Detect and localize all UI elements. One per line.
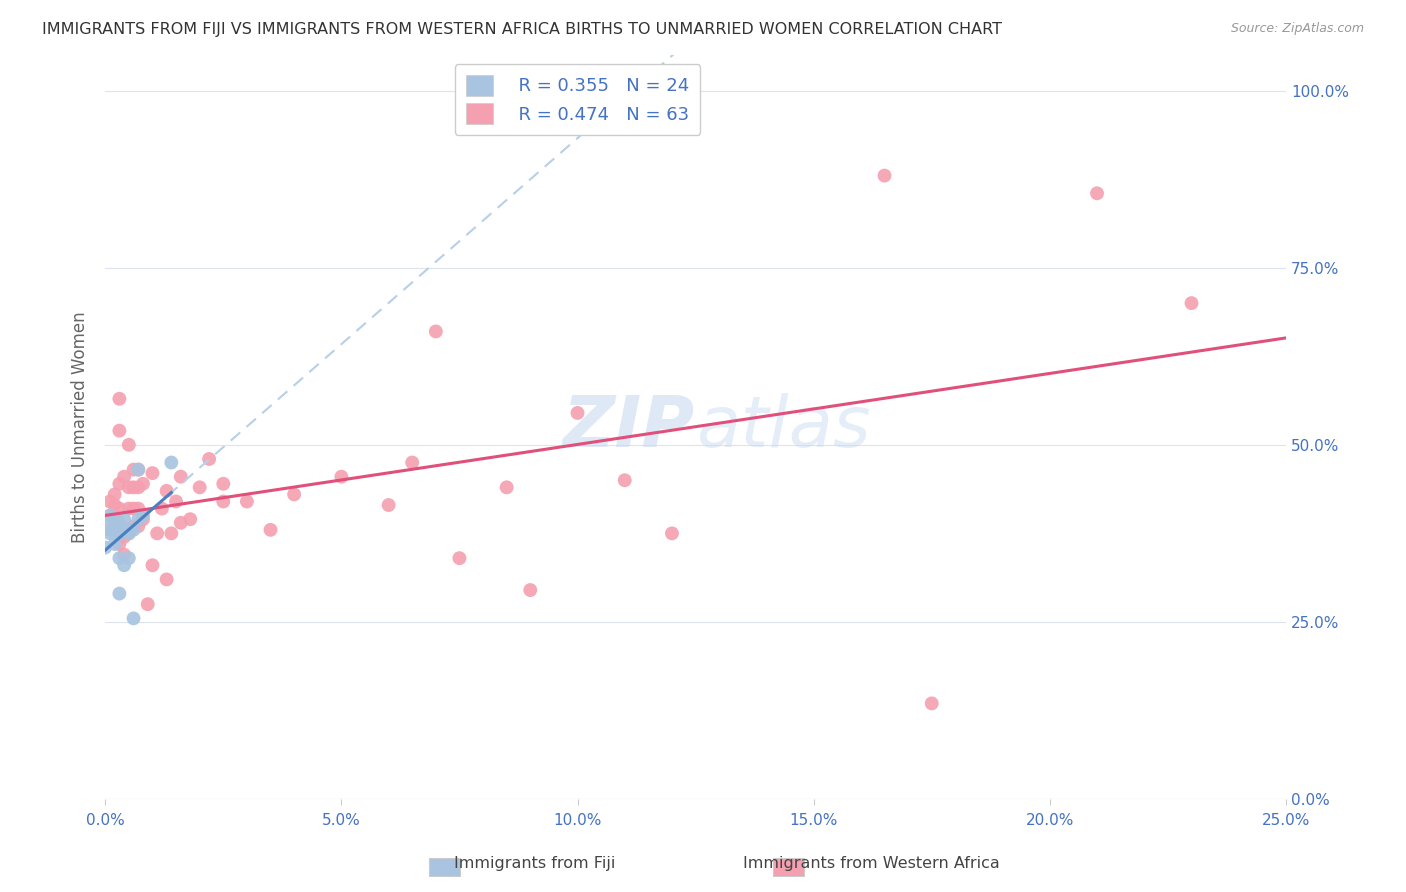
Point xyxy=(108,551,131,566)
Text: ZIP: ZIP xyxy=(564,392,696,461)
Point xyxy=(122,480,145,494)
Point xyxy=(212,476,235,491)
Point xyxy=(112,512,135,526)
Point xyxy=(108,526,131,541)
Point xyxy=(661,526,683,541)
Point xyxy=(118,551,141,566)
Point xyxy=(108,424,131,438)
Point xyxy=(495,480,517,494)
Point xyxy=(198,452,221,467)
Point xyxy=(104,512,127,526)
Point xyxy=(188,480,211,494)
Point xyxy=(108,537,131,551)
Point xyxy=(127,462,149,476)
Point xyxy=(401,456,423,470)
Point xyxy=(108,476,131,491)
Point xyxy=(118,480,141,494)
Point xyxy=(127,462,149,476)
Point xyxy=(141,466,163,480)
Point xyxy=(112,548,135,562)
Point xyxy=(104,523,127,537)
Point xyxy=(122,519,145,533)
Point xyxy=(104,498,127,512)
Y-axis label: Births to Unmarried Women: Births to Unmarried Women xyxy=(72,311,89,543)
Point xyxy=(127,519,149,533)
Point xyxy=(156,573,179,587)
Point xyxy=(141,558,163,573)
Point xyxy=(112,469,135,483)
Text: Immigrants from Western Africa: Immigrants from Western Africa xyxy=(744,856,1000,871)
Point xyxy=(98,519,121,533)
Point xyxy=(98,508,121,523)
Point xyxy=(519,582,541,597)
Point xyxy=(567,406,589,420)
Point xyxy=(179,512,201,526)
Point xyxy=(146,526,169,541)
Point xyxy=(108,519,131,533)
Point xyxy=(160,526,183,541)
Point xyxy=(212,494,235,508)
Point xyxy=(118,438,141,452)
Point xyxy=(150,501,173,516)
Point xyxy=(104,537,127,551)
Point xyxy=(170,469,193,483)
Text: Immigrants from Fiji: Immigrants from Fiji xyxy=(454,856,614,871)
Text: atlas: atlas xyxy=(696,392,870,461)
Point xyxy=(136,597,159,611)
Point xyxy=(94,541,117,555)
Point xyxy=(122,462,145,476)
Point xyxy=(613,473,636,487)
Point xyxy=(104,508,127,523)
Text: Source: ZipAtlas.com: Source: ZipAtlas.com xyxy=(1230,22,1364,36)
Point xyxy=(425,325,447,339)
Point xyxy=(236,494,259,508)
Point xyxy=(127,501,149,516)
Point xyxy=(108,392,131,406)
Point xyxy=(127,480,149,494)
Point xyxy=(118,526,141,541)
Point xyxy=(170,516,193,530)
Point xyxy=(1180,296,1202,310)
Point xyxy=(127,512,149,526)
Point xyxy=(122,501,145,516)
Point xyxy=(98,508,121,523)
Point xyxy=(118,523,141,537)
Point xyxy=(132,508,155,523)
Point xyxy=(98,523,121,537)
Point xyxy=(122,523,145,537)
Point xyxy=(132,476,155,491)
Point xyxy=(108,516,131,530)
Point xyxy=(259,523,281,537)
Point xyxy=(108,501,131,516)
Point xyxy=(873,169,896,183)
Point xyxy=(104,526,127,541)
Point xyxy=(98,494,121,508)
Point xyxy=(132,512,155,526)
Point xyxy=(330,469,353,483)
Point xyxy=(104,487,127,501)
Point xyxy=(98,526,121,541)
Point xyxy=(449,551,471,566)
Point xyxy=(156,483,179,498)
Text: IMMIGRANTS FROM FIJI VS IMMIGRANTS FROM WESTERN AFRICA BIRTHS TO UNMARRIED WOMEN: IMMIGRANTS FROM FIJI VS IMMIGRANTS FROM … xyxy=(42,22,1002,37)
Point xyxy=(160,456,183,470)
Point xyxy=(108,523,131,537)
Point xyxy=(104,519,127,533)
Point xyxy=(921,697,943,711)
Point xyxy=(283,487,305,501)
Point xyxy=(118,526,141,541)
Point xyxy=(112,558,135,573)
Point xyxy=(118,501,141,516)
Point xyxy=(165,494,187,508)
Point xyxy=(112,530,135,544)
Legend:   R = 0.355   N = 24,   R = 0.474   N = 63: R = 0.355 N = 24, R = 0.474 N = 63 xyxy=(454,64,700,135)
Point xyxy=(108,586,131,600)
Point xyxy=(1085,186,1108,201)
Point xyxy=(122,611,145,625)
Point xyxy=(377,498,399,512)
